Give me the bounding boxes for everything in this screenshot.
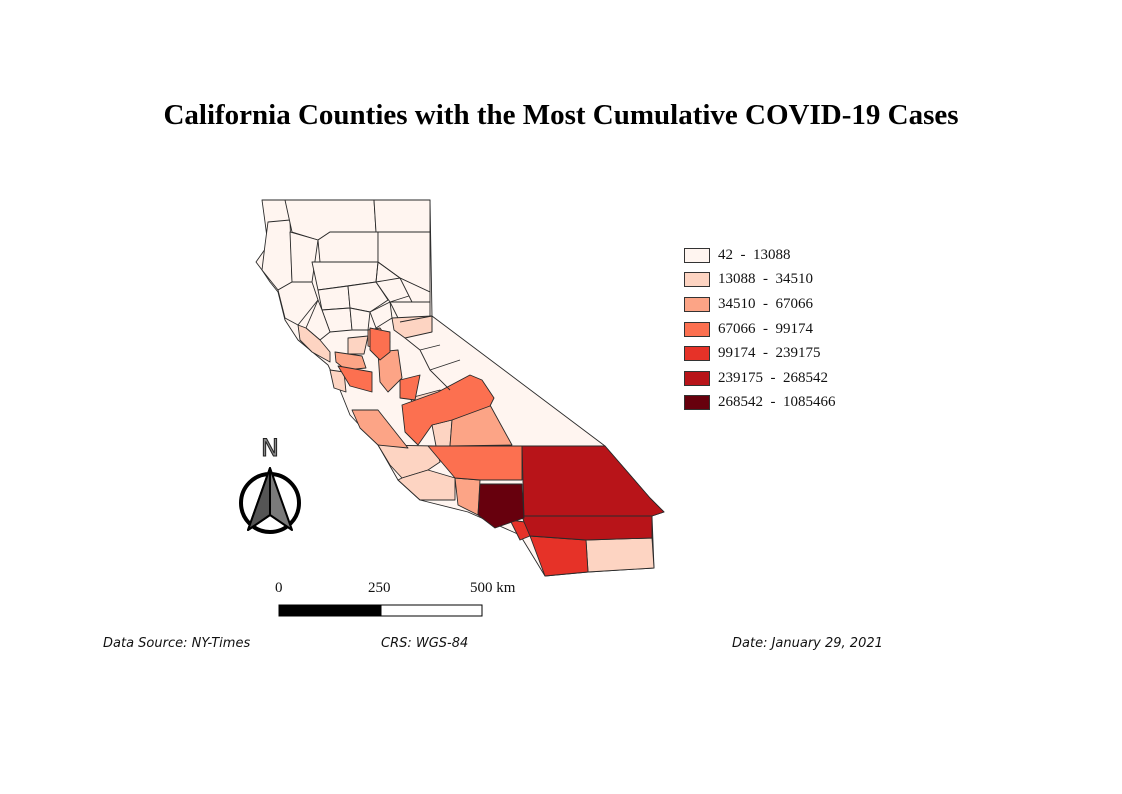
legend-item: 42 - 13088 — [684, 243, 836, 268]
legend-swatch — [684, 346, 710, 362]
county-marin — [329, 369, 347, 393]
legend-label: 99174 - 239175 — [718, 345, 821, 362]
legend-item: 67066 - 99174 — [684, 317, 836, 342]
date-text: Date: January 29, 2021 — [732, 636, 883, 651]
legend-swatch — [684, 272, 710, 288]
county-san-diego — [529, 535, 589, 577]
county-imperial — [585, 537, 655, 573]
legend-swatch — [684, 296, 710, 312]
legend-label: 239175 - 268542 — [718, 369, 828, 386]
county-shasta — [317, 231, 379, 263]
county-sutter — [349, 307, 371, 331]
legend-item: 13088 - 34510 — [684, 268, 836, 293]
legend-swatch — [684, 247, 710, 263]
county-yolo — [347, 335, 369, 355]
county-los-angeles — [477, 483, 525, 529]
legend-swatch — [684, 370, 710, 386]
north-arrow-letter: N — [261, 434, 279, 462]
scale-bar — [278, 604, 483, 617]
legend-swatch — [684, 321, 710, 337]
scale-label-250: 250 — [368, 580, 391, 596]
county-lake — [305, 299, 331, 341]
county-san-bernardino — [521, 445, 665, 519]
legend-swatch — [684, 395, 710, 411]
county-humboldt — [261, 219, 293, 291]
county-monterey — [351, 409, 409, 449]
county-glenn — [317, 285, 351, 311]
legend-label: 42 - 13088 — [718, 246, 791, 263]
county-modoc — [373, 199, 431, 233]
county-fresno — [401, 374, 495, 446]
county-butte — [347, 281, 389, 313]
crs-text: CRS: WGS-84 — [381, 636, 469, 651]
legend-label: 67066 - 99174 — [718, 320, 813, 337]
north-arrow-icon: N — [239, 434, 301, 534]
county-contra-costa — [337, 365, 373, 393]
map-title: California Counties with the Most Cumula… — [163, 99, 959, 131]
legend: 42 - 13088 13088 - 34510 34510 - 67066 6… — [684, 243, 836, 415]
legend-item: 34510 - 67066 — [684, 292, 836, 317]
legend-label: 34510 - 67066 — [718, 295, 813, 312]
county-riverside — [521, 515, 653, 541]
county-san-joaquin — [377, 349, 403, 393]
scale-label-500: 500 km — [470, 580, 516, 596]
legend-item: 99174 - 239175 — [684, 341, 836, 366]
county-kern — [427, 445, 523, 481]
scale-label-0: 0 — [275, 580, 283, 596]
data-source-text: Data Source: NY-Times — [103, 636, 251, 651]
legend-item: 268542 - 1085466 — [684, 391, 836, 416]
county-sonoma — [297, 324, 331, 363]
county-line — [375, 261, 461, 391]
legend-label: 268542 - 1085466 — [718, 394, 836, 411]
legend-label: 13088 - 34510 — [718, 271, 813, 288]
county-sacramento — [369, 327, 391, 361]
legend-item: 239175 - 268542 — [684, 366, 836, 391]
